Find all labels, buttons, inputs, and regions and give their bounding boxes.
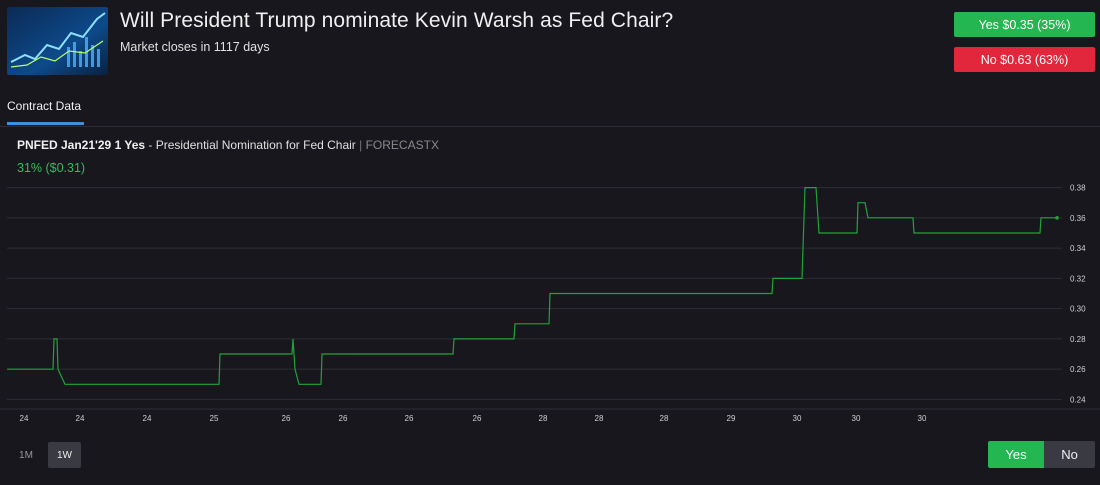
x-tick-label: 30 (852, 414, 861, 423)
active-tab-indicator (7, 122, 84, 125)
current-price: 31% ($0.31) (17, 161, 86, 175)
x-tick-label: 28 (539, 414, 548, 423)
price-chart: 0.240.260.280.300.320.340.360.38 24 24 24 2… (0, 184, 1100, 423)
market-close-info: Market closes in 1117 days (120, 40, 270, 54)
tab-divider (0, 126, 1100, 127)
market-thumbnail (7, 7, 108, 75)
x-tick-label: 24 (76, 414, 85, 423)
x-tick-label: 24 (20, 414, 29, 423)
market-title: Will President Trump nominate Kevin Wars… (120, 9, 674, 32)
y-tick-label: 0.38 (1070, 184, 1086, 193)
x-tick-label: 30 (793, 414, 802, 423)
y-tick-label: 0.26 (1070, 365, 1086, 374)
x-tick-label: 29 (727, 414, 736, 423)
contract-code: PNFED Jan21'29 1 Yes (17, 138, 146, 152)
x-tick-label: 25 (210, 414, 219, 423)
x-tick-label: 26 (473, 414, 482, 423)
x-tick-label: 28 (660, 414, 669, 423)
range-1m-button[interactable]: 1M (19, 449, 33, 461)
x-tick-label: 26 (339, 414, 348, 423)
buy-yes-button[interactable]: Yes $0.35 (35%) (954, 12, 1095, 37)
buy-no-button[interactable]: No $0.63 (63%) (954, 47, 1095, 72)
x-tick-label: 26 (405, 414, 414, 423)
contract-description: - Presidential Nomination for Fed Chair (145, 138, 360, 152)
x-tick-label: 30 (918, 414, 927, 423)
x-tick-label: 28 (595, 414, 604, 423)
y-tick-label: 0.30 (1070, 305, 1086, 314)
y-tick-label: 0.34 (1070, 244, 1086, 253)
chart-toggle-no[interactable]: No (1044, 441, 1095, 468)
y-tick-label: 0.28 (1070, 335, 1086, 344)
y-axis-ticks: 0.24 0.26 0.28 0.30 0.32 0.34 0.36 0.38 (1070, 184, 1086, 405)
tab-contract-data[interactable]: Contract Data (7, 99, 82, 113)
y-tick-label: 0.32 (1070, 274, 1086, 283)
x-axis-ticks: 24 24 24 25 26 26 26 26 28 28 28 29 30 30 30 (20, 414, 927, 423)
series-endpoint (1055, 216, 1059, 220)
contract-separator: | (359, 138, 363, 152)
chart-series (7, 187, 1059, 385)
y-tick-label: 0.24 (1070, 395, 1086, 404)
chart-toggle-yes[interactable]: Yes (988, 441, 1044, 468)
x-tick-label: 24 (143, 414, 152, 423)
chart-grid (0, 187, 1100, 410)
series-line (7, 187, 1057, 385)
contract-heading: PNFED Jan21'29 1 Yes - Presidential Nomi… (17, 138, 439, 152)
contract-source: FORECASTX (362, 138, 439, 152)
y-tick-label: 0.36 (1070, 214, 1086, 223)
x-tick-label: 26 (282, 414, 291, 423)
range-1w-button[interactable]: 1W (48, 442, 81, 468)
